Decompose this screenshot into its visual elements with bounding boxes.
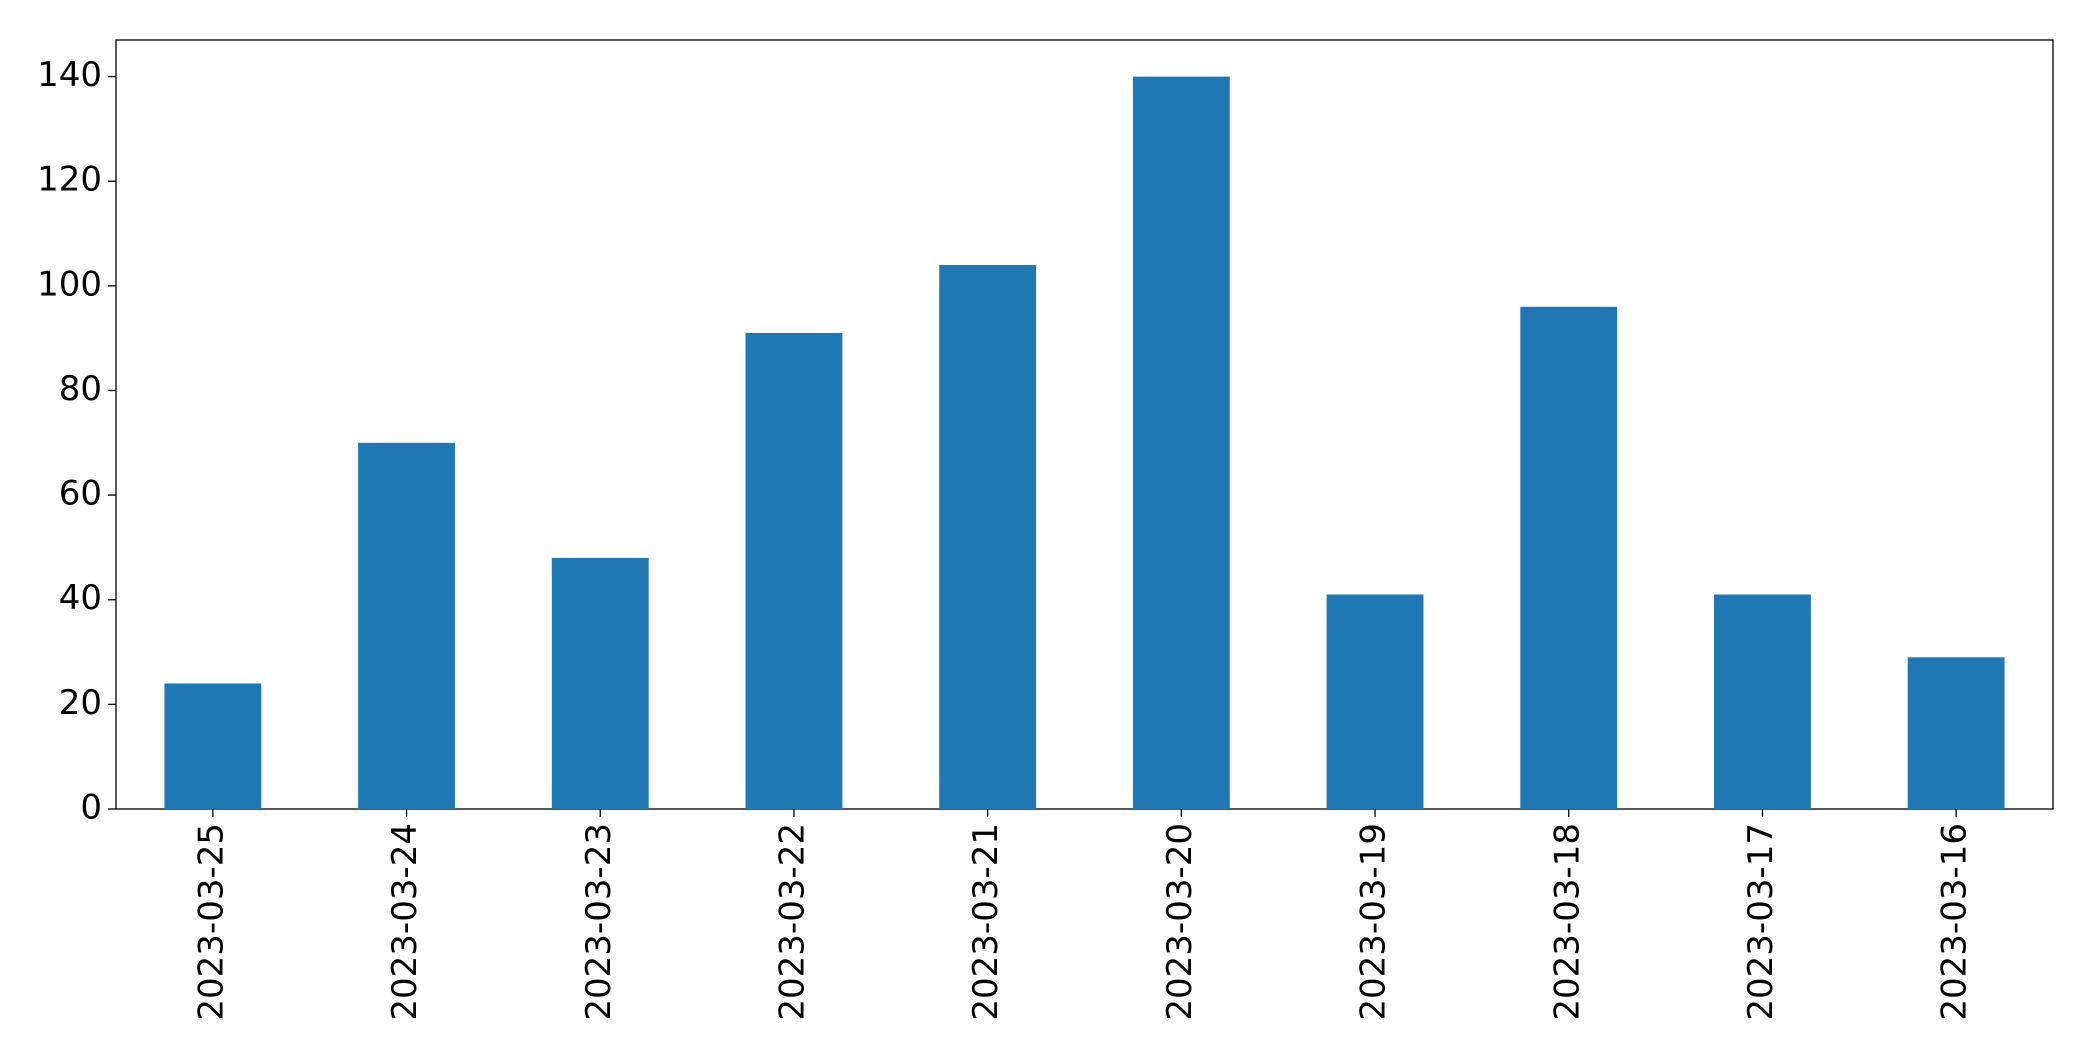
bar bbox=[551, 557, 649, 809]
bar bbox=[1907, 657, 2005, 809]
x-tick-label: 2023-03-17 bbox=[1741, 823, 1781, 1021]
y-tick-label: 120 bbox=[37, 160, 102, 200]
y-tick-label: 20 bbox=[59, 683, 102, 723]
y-tick-label: 140 bbox=[37, 55, 102, 95]
y-tick-label: 0 bbox=[80, 788, 102, 828]
bar bbox=[1714, 594, 1811, 809]
bar bbox=[1520, 306, 1618, 809]
x-tick-label: 2023-03-16 bbox=[1935, 823, 1975, 1021]
x-tick-label: 2023-03-19 bbox=[1354, 823, 1394, 1021]
x-tick-label: 2023-03-24 bbox=[385, 823, 425, 1021]
bar bbox=[745, 332, 843, 809]
bar bbox=[1132, 76, 1230, 810]
bar bbox=[164, 683, 262, 809]
bar bbox=[1326, 594, 1424, 809]
x-tick-label: 2023-03-22 bbox=[772, 823, 812, 1021]
x-tick-label: 2023-03-21 bbox=[966, 823, 1006, 1021]
x-tick-label: 2023-03-25 bbox=[191, 823, 231, 1021]
bar bbox=[939, 264, 1037, 810]
y-tick-label: 100 bbox=[37, 264, 102, 304]
x-tick-label: 2023-03-20 bbox=[1160, 823, 1200, 1021]
y-tick-label: 40 bbox=[59, 578, 102, 618]
x-tick-label: 2023-03-23 bbox=[579, 823, 619, 1021]
y-tick-label: 80 bbox=[59, 369, 102, 409]
y-tick-label: 60 bbox=[59, 474, 102, 514]
axes-frame bbox=[115, 39, 2054, 810]
x-tick-label: 2023-03-18 bbox=[1547, 823, 1587, 1021]
bar bbox=[358, 442, 455, 809]
